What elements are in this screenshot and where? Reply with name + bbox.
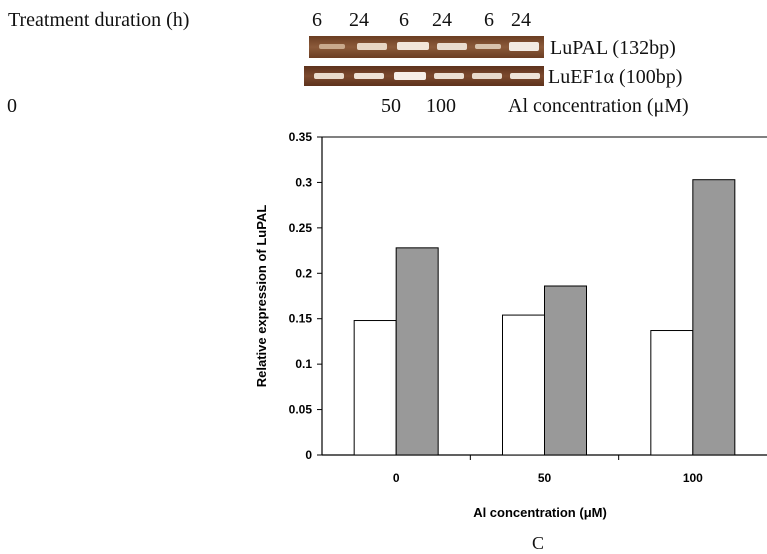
y-tick-label: 0.35 [289, 130, 313, 144]
concentration-100: 100 [426, 95, 456, 117]
gel-band [510, 73, 540, 79]
bar-series1-100 [650, 330, 694, 456]
gel-band [437, 43, 467, 50]
y-tick-label: 0.15 [289, 312, 313, 326]
y-tick-label: 0.2 [295, 266, 312, 280]
y-tick-label: 0.1 [295, 357, 312, 371]
figure-caption: C [532, 533, 545, 553]
duration-6h-2: 6 [399, 9, 409, 31]
gel-band [319, 44, 345, 49]
gel-band [354, 73, 384, 79]
gel-band [394, 72, 426, 80]
duration-24h-3: 24 [511, 9, 531, 31]
y-tick-label: 0.05 [289, 403, 313, 417]
gel-band [472, 73, 502, 79]
bar-series2-0 [395, 247, 439, 456]
x-axis-title: Al concentration (μM) [473, 505, 607, 520]
concentration-50: 50 [381, 95, 401, 117]
gel-band [314, 73, 344, 79]
x-tick-label: 0 [393, 471, 400, 485]
bar-series2-50 [544, 285, 587, 456]
concentration-axis-label: Al concentration (μM) [508, 95, 689, 117]
gel-luef1a-label: LuEF1α (100bp) [548, 66, 683, 88]
duration-6h-1: 6 [312, 9, 322, 31]
y-tick-label: 0.3 [295, 175, 312, 189]
y-tick-label: 0.25 [289, 221, 313, 235]
x-ticks: 0 50 100 [393, 455, 703, 485]
treatment-duration-label: Treatment duration (h) [8, 9, 190, 31]
gel-lupal-strip [309, 36, 544, 58]
gel-band [397, 42, 429, 50]
gel-band [475, 44, 501, 49]
gel-band [434, 73, 464, 79]
bars [353, 179, 736, 456]
concentration-0: 0 [7, 95, 17, 117]
gel-band [509, 42, 539, 51]
y-axis-title: Relative expression of LuPAL [254, 205, 269, 388]
y-ticks: 0 0.05 0.1 0.15 0.2 0.25 0.3 0.35 [289, 130, 322, 462]
duration-6h-3: 6 [484, 9, 494, 31]
bar-series1-50 [502, 314, 545, 456]
duration-24h-2: 24 [432, 9, 452, 31]
y-tick-label: 0 [305, 448, 312, 462]
x-tick-label: 50 [538, 471, 552, 485]
gel-band [357, 43, 387, 50]
duration-24h-1: 24 [349, 9, 369, 31]
bar-series1-0 [353, 320, 397, 456]
bar-series2-100 [692, 179, 736, 456]
x-tick-label: 100 [683, 471, 703, 485]
gel-luef1a-strip [304, 66, 544, 86]
gel-lupal-label: LuPAL (132bp) [550, 37, 676, 59]
